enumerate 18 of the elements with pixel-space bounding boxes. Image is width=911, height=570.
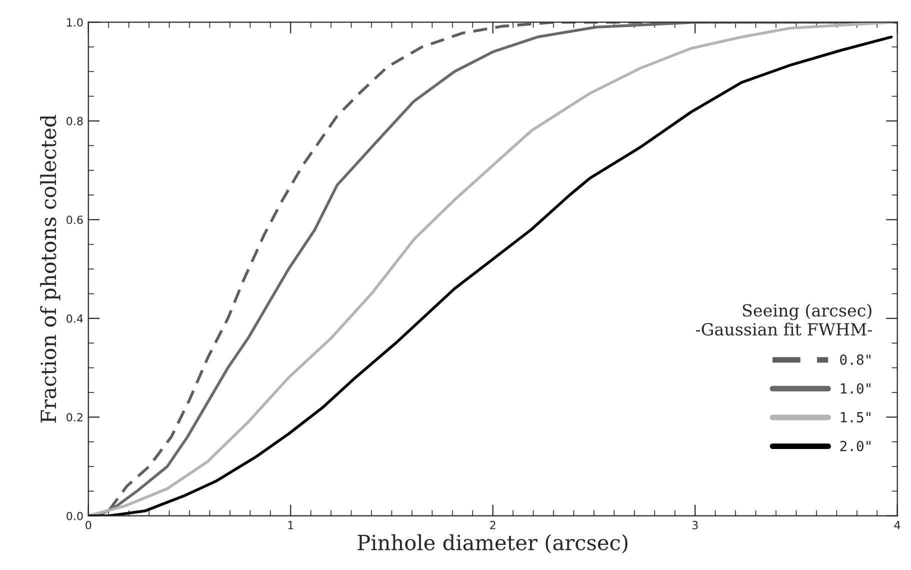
x-tick-label: 3 <box>692 520 698 530</box>
x-axis-title: Pinhole diameter (arcsec) <box>358 534 628 554</box>
y-axis-title: Fraction of photons collected <box>40 114 60 423</box>
y-tick-label: 1.0 <box>67 18 83 27</box>
y-tick-label: 0.6 <box>66 216 83 224</box>
x-tick-label: 4 <box>894 521 900 530</box>
legend-label: 2.0" <box>840 440 870 452</box>
x-tick-label: 1 <box>288 521 294 530</box>
legend-label: 1.5" <box>840 412 870 423</box>
x-tick-label: 0 <box>86 520 92 530</box>
y-tick-label: 0.0 <box>66 512 83 520</box>
legend-label: 0.8" <box>840 354 870 365</box>
legend-label: 1.0" <box>840 383 870 394</box>
y-tick-label: 0.2 <box>66 413 82 422</box>
y-tick-label: 0.8 <box>66 116 83 126</box>
x-tick-label: 2 <box>490 520 496 530</box>
legend-title: Seeing (arcsec) -Gaussian fit FWHM- <box>696 304 872 336</box>
y-tick-label: 0.4 <box>66 314 83 323</box>
